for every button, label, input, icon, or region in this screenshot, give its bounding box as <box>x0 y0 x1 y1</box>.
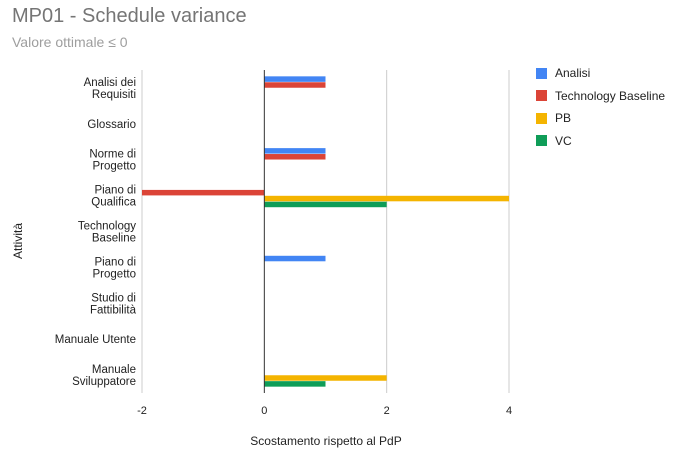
bar-technology-baseline <box>264 82 326 88</box>
category-label-line: Qualifica <box>91 197 136 209</box>
legend-swatch <box>536 67 547 79</box>
legend-item: VC <box>536 130 665 153</box>
category-label-line: Technology <box>78 221 136 233</box>
bar-analisi <box>264 76 326 82</box>
category-label-line: Fattibilità <box>90 304 137 316</box>
legend-item: PB <box>536 107 665 130</box>
legend-swatch <box>536 90 547 102</box>
y-axis-label: Attività <box>11 223 25 259</box>
category-label-line: Analisi dei <box>84 77 136 89</box>
bar-pb <box>264 195 509 202</box>
x-tick-label: 0 <box>261 405 267 417</box>
category-label-line: Studio di <box>91 292 136 304</box>
chart-subtitle: Valore ottimale ≤ 0 <box>12 34 128 50</box>
bar-analisi <box>264 148 326 154</box>
grid-lines <box>141 70 510 393</box>
bar-pb <box>264 375 387 381</box>
x-axis-label: Scostamento rispetto al PdP <box>250 434 401 448</box>
legend-item: Technology Baseline <box>536 85 665 108</box>
bar-vc <box>264 381 326 387</box>
category-label-line: Glossario <box>87 119 136 131</box>
bars <box>142 76 509 387</box>
legend-label: VC <box>555 133 572 148</box>
x-tick-labels: -2 0 2 4 <box>137 405 512 417</box>
category-label-line: Manuale <box>92 364 136 376</box>
category-label-line: Progetto <box>93 161 136 173</box>
category-label-line: Sviluppatore <box>72 376 136 388</box>
bar-technology-baseline <box>142 189 265 196</box>
category-label: Manuale Utente <box>55 334 136 346</box>
category-label-line: Piano di <box>94 256 136 268</box>
legend-label: Technology Baseline <box>555 88 666 103</box>
bar-vc <box>264 201 387 208</box>
x-tick-label: 2 <box>384 405 390 417</box>
chart-title: MP01 - Schedule variance <box>12 5 247 27</box>
category-label: Glossario <box>87 119 136 131</box>
legend: Analisi Technology Baseline PB VC <box>536 62 665 152</box>
legend-swatch <box>536 135 547 147</box>
category-label-line: Manuale Utente <box>55 334 136 346</box>
legend-item: Analisi <box>536 62 665 85</box>
bar-analisi <box>264 255 326 262</box>
x-tick-label: 4 <box>506 405 512 417</box>
category-label-line: Requisiti <box>92 89 136 101</box>
category-label-line: Norme di <box>89 149 136 161</box>
x-tick-label: -2 <box>137 405 147 417</box>
category-label-line: Progetto <box>93 268 136 280</box>
legend-swatch <box>536 112 547 124</box>
legend-label: Analisi <box>555 66 591 81</box>
legend-label: PB <box>555 111 572 126</box>
category-label-line: Baseline <box>92 233 136 245</box>
category-label-line: Piano di <box>94 185 136 197</box>
bar-technology-baseline <box>264 154 326 160</box>
